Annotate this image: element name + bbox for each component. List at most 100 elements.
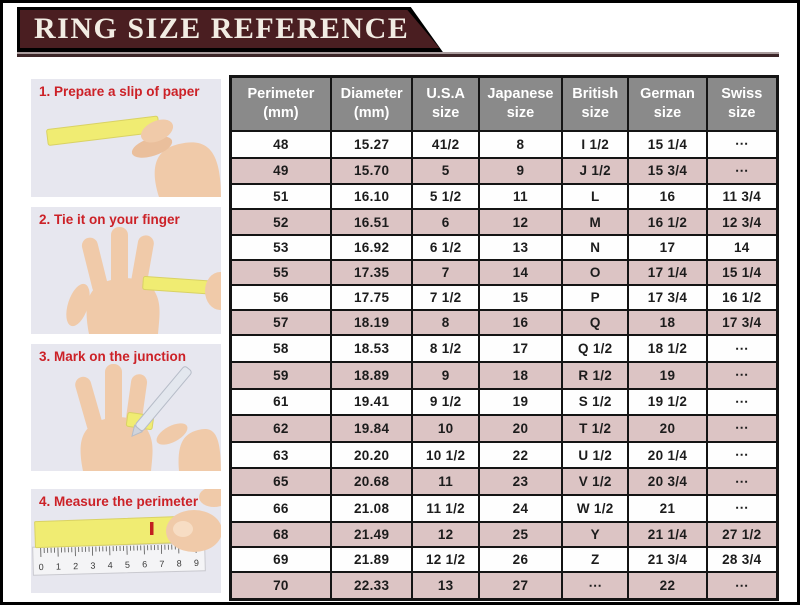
title-banner: RING SIZE REFERENCE (17, 7, 443, 52)
table-cell: 18.89 (329, 360, 414, 390)
table-cell: 8 (477, 130, 564, 159)
ruler-number: 2 (73, 561, 78, 571)
table-row: 51 16.10 5 1/2 11 L 16 11 3/4 (229, 183, 779, 211)
table-cell: 65 (229, 467, 332, 497)
table-cell: 6 (411, 208, 480, 236)
table-cell: 7 (411, 258, 480, 286)
helper-finger (156, 423, 188, 445)
table-cell: 20 (477, 414, 564, 443)
table-cell: 23 (477, 467, 564, 497)
table-cell: 21.08 (329, 494, 414, 523)
step-1-photo-hand-holding-paper (31, 79, 221, 197)
table-cell: 17.35 (329, 258, 414, 286)
column-header: Swiss size (705, 75, 779, 132)
table-cell: S 1/2 (561, 387, 630, 417)
index-finger (81, 237, 109, 295)
table-cell: R 1/2 (561, 360, 630, 390)
table-row: 63 20.20 10 1/2 22 U 1/2 20 1/4 ⋯ (229, 440, 779, 470)
table-cell: 9 (411, 360, 480, 390)
table-cell: 69 (229, 545, 332, 574)
table-cell: 16 1/2 (627, 208, 708, 236)
helper-hand (205, 272, 221, 310)
table-cell: 11 3/4 (705, 183, 779, 211)
table-cell: 9 (477, 156, 564, 186)
table-cell: ⋯ (705, 494, 779, 523)
table-cell: 21 1/4 (627, 520, 708, 548)
table-cell: 16 1/2 (705, 283, 779, 312)
table-cell: L (561, 183, 630, 211)
table-cell: 22 (627, 570, 708, 601)
step-1-label: 1. Prepare a slip of paper (39, 84, 200, 99)
table-cell: 20.20 (329, 440, 414, 470)
step-3-label: 3. Mark on the junction (39, 349, 187, 364)
table-cell: 11 (477, 183, 564, 211)
table-cell: 20.68 (329, 467, 414, 497)
table-row: 62 19.84 10 20 T 1/2 20 ⋯ (229, 414, 779, 443)
table-cell: 17 3/4 (705, 309, 779, 337)
helper-hand (178, 428, 221, 471)
table-row: 69 21.89 12 1/2 26 Z 21 3/4 28 3/4 (229, 545, 779, 574)
table-cell: 55 (229, 258, 332, 286)
table-cell: 17 1/4 (627, 258, 708, 286)
table-cell: ⋯ (705, 360, 779, 390)
column-header: German size (627, 75, 708, 132)
table-body: 48 15.27 41/2 8 I 1/2 15 1/4 ⋯ 49 15.70 5 9 J 1/2 15… (229, 130, 779, 601)
table-row: 70 22.33 13 27 ⋯ 22 ⋯ (229, 570, 779, 601)
table-cell: ⋯ (705, 156, 779, 186)
table-cell: 10 (411, 414, 480, 443)
table-cell: 16.51 (329, 208, 414, 236)
middle-finger (111, 227, 128, 293)
table-cell: J 1/2 (561, 156, 630, 186)
table-cell: 10 1/2 (411, 440, 480, 470)
table-cell: 21 3/4 (627, 545, 708, 574)
table-cell: 20 3/4 (627, 467, 708, 497)
ruler-number: 0 (39, 562, 44, 572)
table-cell: 20 1/4 (627, 440, 708, 470)
table-cell: I 1/2 (561, 130, 630, 159)
table-cell: Z (561, 545, 630, 574)
table-cell: ⋯ (705, 467, 779, 497)
table-row: 59 18.89 9 18 R 1/2 19 ⋯ (229, 360, 779, 390)
table-cell: 11 (411, 467, 480, 497)
table-cell: 19 1/2 (627, 387, 708, 417)
step-4-photo-measure-ruler: 0 1 2 3 4 5 6 7 8 9 (31, 489, 221, 593)
table-cell: 14 (477, 258, 564, 286)
ruler-number: 5 (125, 560, 130, 570)
table-cell: 14 (705, 233, 779, 261)
ruler-number: 9 (194, 558, 199, 568)
table-cell: 52 (229, 208, 332, 236)
middle-finger (105, 364, 122, 430)
table-row: 68 21.49 12 25 Y 21 1/4 27 1/2 (229, 520, 779, 548)
table-cell: ⋯ (705, 440, 779, 470)
column-header: Japanese size (477, 75, 564, 132)
table-row: 66 21.08 11 1/2 24 W 1/2 21 ⋯ (229, 494, 779, 523)
column-header: Perimeter (mm) (229, 75, 332, 132)
table-cell: 17.75 (329, 283, 414, 312)
fingertip (166, 510, 221, 552)
pen-icon (131, 366, 192, 438)
ruler-number: 8 (176, 558, 181, 568)
table-cell: 15 1/4 (705, 258, 779, 286)
table-cell: 16 (627, 183, 708, 211)
table-cell: 25 (477, 520, 564, 548)
table-cell: 70 (229, 570, 332, 601)
table-cell: 15 (477, 283, 564, 312)
step-3-panel: 3. Mark on the junction (31, 344, 221, 471)
palm (86, 278, 160, 334)
table-cell: N (561, 233, 630, 261)
table-cell: 7 1/2 (411, 283, 480, 312)
table-cell: 19.41 (329, 387, 414, 417)
step-3-photo-mark-junction (31, 344, 221, 471)
table-cell: V 1/2 (561, 467, 630, 497)
table-cell: 57 (229, 309, 332, 337)
ruler-number: 6 (142, 559, 147, 569)
fingertip-top (199, 489, 221, 507)
table-row: 58 18.53 8 1/2 17 Q 1/2 18 1/2 ⋯ (229, 334, 779, 363)
table-cell: O (561, 258, 630, 286)
table-cell: 18.19 (329, 309, 414, 337)
step-4-label: 4. Measure the perimeter (39, 494, 199, 509)
thumb (140, 119, 174, 143)
table-header-row: Perimeter (mm) Diameter (mm) U.S.A size Japane… (229, 75, 779, 132)
table-cell: 56 (229, 283, 332, 312)
ruler-number: 3 (90, 561, 95, 571)
